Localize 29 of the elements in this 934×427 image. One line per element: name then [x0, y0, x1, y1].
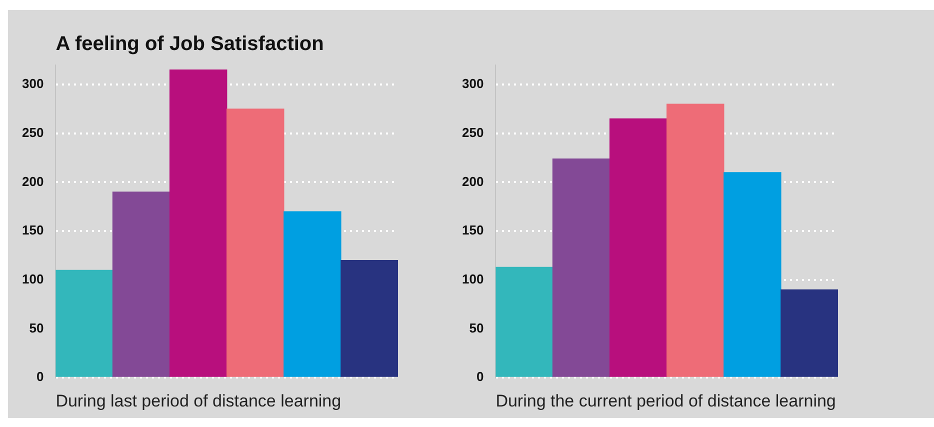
y-tick-label: 200 — [22, 174, 44, 189]
y-tick-label: 50 — [29, 320, 44, 336]
x-axis-title: During last period of distance learning — [56, 391, 342, 410]
bar — [169, 70, 228, 377]
y-tick-label: 0 — [476, 369, 484, 384]
y-tick-label: 50 — [469, 320, 484, 336]
bar — [496, 266, 554, 377]
bar — [552, 158, 610, 377]
y-tick-label: 300 — [22, 76, 44, 92]
y-tick-label: 100 — [22, 271, 44, 286]
y-tick-label: 200 — [462, 174, 484, 189]
y-tick-label: 150 — [462, 222, 484, 238]
bar — [666, 104, 724, 377]
y-tick-label: 250 — [462, 124, 484, 140]
bar — [780, 289, 838, 377]
y-tick-label: 250 — [22, 124, 44, 140]
bar — [226, 108, 284, 377]
bar — [284, 211, 342, 377]
bar — [56, 270, 114, 377]
y-tick-label: 300 — [462, 76, 484, 92]
x-axis-title: During the current period of distance learning — [496, 391, 836, 410]
bar — [112, 192, 170, 377]
bar — [340, 260, 398, 377]
y-tick-label: 0 — [36, 369, 44, 384]
bar — [724, 172, 782, 377]
bar — [609, 118, 668, 377]
y-tick-label: 150 — [22, 222, 44, 238]
chart-title: A feeling of Job Satisfaction — [56, 33, 324, 55]
y-tick-label: 100 — [462, 271, 484, 286]
